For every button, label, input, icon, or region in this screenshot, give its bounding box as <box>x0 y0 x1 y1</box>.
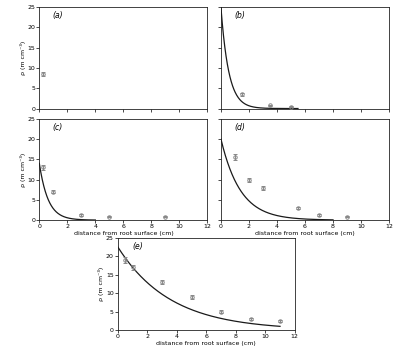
X-axis label: distance from root surface (cm): distance from root surface (cm) <box>255 231 355 236</box>
X-axis label: distance from root surface (cm): distance from root surface (cm) <box>156 341 256 346</box>
Text: (c): (c) <box>53 123 63 132</box>
Text: (d): (d) <box>234 123 245 132</box>
Y-axis label: ρ (m cm⁻³): ρ (m cm⁻³) <box>20 41 26 75</box>
Text: (a): (a) <box>53 11 63 20</box>
Text: (e): (e) <box>132 241 143 251</box>
Text: (b): (b) <box>234 11 245 20</box>
Y-axis label: ρ (m cm⁻³): ρ (m cm⁻³) <box>99 267 105 301</box>
Y-axis label: ρ (m cm⁻³): ρ (m cm⁻³) <box>20 152 26 186</box>
X-axis label: distance from root surface (cm): distance from root surface (cm) <box>73 231 173 236</box>
